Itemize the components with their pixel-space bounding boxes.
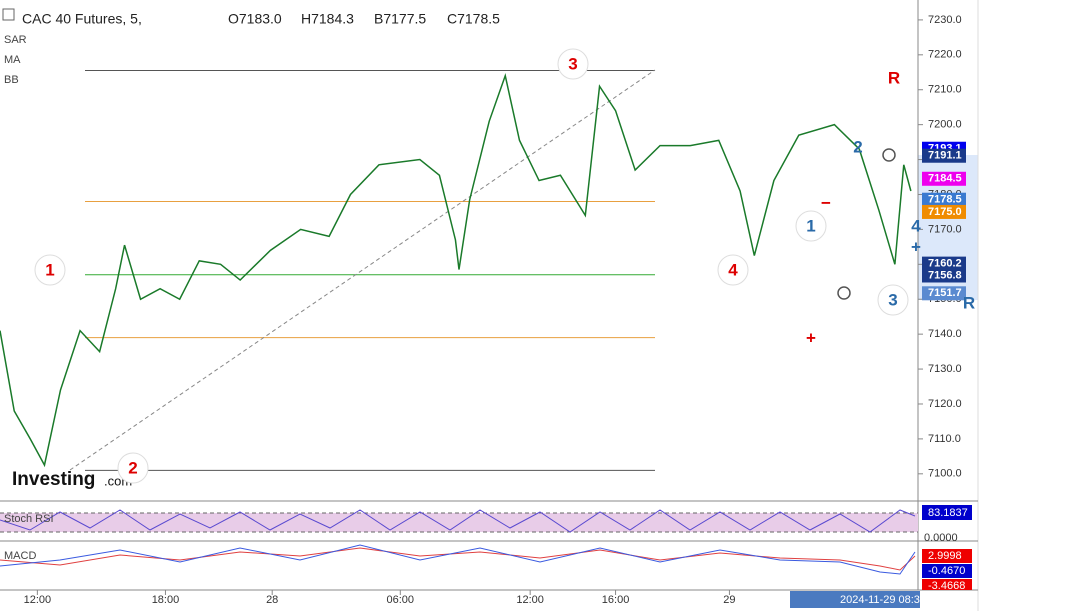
macd-tag [922, 564, 972, 578]
wave-label: 3 [888, 290, 897, 309]
chart-title: CAC 40 Futures, 5, [22, 11, 142, 27]
wave-circle [795, 210, 827, 242]
macd-value: -0.4670 [928, 565, 965, 577]
macd-signal [0, 547, 916, 571]
marker [837, 286, 851, 300]
x-tick-label: 12:00 [24, 594, 52, 606]
x-tick-label: 18:00 [152, 594, 180, 606]
stoch-value: 83.1837 [928, 507, 968, 519]
wave-label: 4 [911, 216, 921, 235]
x-tick-label: 29 [723, 594, 735, 606]
x-tick-label: 28 [266, 594, 278, 606]
macd-name: MACD [4, 550, 36, 562]
x-tick-label: 06:00 [387, 594, 415, 606]
wave-label: 2 [853, 137, 862, 156]
ohlc-value: C7178.5 [447, 11, 500, 27]
ohlc-value: H7184.3 [301, 11, 354, 27]
y-tick-label: 7110.0 [928, 433, 961, 445]
wave-label: + [911, 237, 921, 256]
macd-line [0, 544, 916, 575]
y-tick-label: 7170.0 [928, 223, 962, 235]
stoch-value: 0.0000 [924, 532, 958, 544]
wave-label: 4 [728, 260, 738, 279]
indicator[interactable]: BB [4, 74, 19, 86]
wave-circle [117, 452, 149, 484]
wave-label: + [806, 328, 816, 347]
price-tag-label: 7191.1 [928, 150, 962, 162]
wave-label: R [963, 293, 975, 312]
wave-connector [69, 69, 656, 471]
wave-label: 1 [45, 260, 54, 279]
wave-label: − [821, 193, 831, 212]
wave-circle [557, 48, 589, 80]
price-tag [922, 286, 966, 301]
y-tick-label: 7230.0 [928, 14, 962, 26]
price-tag-label: 7156.8 [928, 269, 962, 281]
stoch-line [0, 509, 916, 533]
price-tag [922, 256, 966, 271]
cursor-time: 2024-11-29 08:3 [840, 594, 920, 606]
x-tick-label: 16:00 [602, 594, 630, 606]
indicator[interactable]: MA [4, 54, 21, 66]
price-tag [922, 148, 966, 163]
price-tag [922, 171, 966, 186]
stoch-band [0, 513, 918, 532]
price-tag-label: 7160.2 [928, 258, 962, 270]
price-tag-label: 7175.0 [928, 206, 962, 218]
price-tag-label: 7151.7 [928, 287, 962, 299]
wave-label: 2 [128, 458, 137, 477]
ohlc-value: O7183.0 [228, 11, 282, 27]
ohlc-value: B7177.5 [374, 11, 426, 27]
stoch-name: Stoch RSI [4, 513, 54, 525]
y-tick-label: 7130.0 [928, 363, 962, 375]
marker [882, 148, 896, 162]
wave-circle [34, 254, 66, 286]
price-tag-label: 7184.5 [928, 173, 962, 185]
y-tick-label: 7210.0 [928, 84, 962, 96]
y-tick-label: 7220.0 [928, 49, 962, 61]
y-tick-label: 7120.0 [928, 398, 962, 410]
logo: Investing [12, 469, 95, 490]
wave-label: 3 [568, 54, 577, 73]
macd-value: -3.4668 [928, 580, 965, 592]
cursor-time-tag [790, 591, 920, 608]
y-tick-label: 7140.0 [928, 328, 962, 340]
macd-tag [922, 579, 972, 590]
x-tick-label: 12:00 [516, 594, 544, 606]
price-tag-label: 7178.5 [928, 194, 962, 206]
spacer [0, 0, 1, 1]
macd-tag [922, 549, 972, 563]
wave-label: 1 [806, 216, 815, 235]
price-line [0, 73, 912, 468]
price-tag [922, 268, 966, 283]
wave-circle [877, 284, 909, 316]
collapse-icon[interactable] [2, 8, 15, 21]
y-tick-label: 7100.0 [928, 468, 962, 480]
macd-value: 2.9998 [928, 550, 962, 562]
y-tick-label: 7200.0 [928, 119, 962, 131]
stoch-tag [922, 505, 972, 520]
price-tag [922, 204, 966, 219]
price-tag [922, 192, 966, 207]
wave-circle [717, 254, 749, 286]
indicator[interactable]: SAR [4, 34, 27, 46]
wave-label: R [888, 68, 900, 87]
